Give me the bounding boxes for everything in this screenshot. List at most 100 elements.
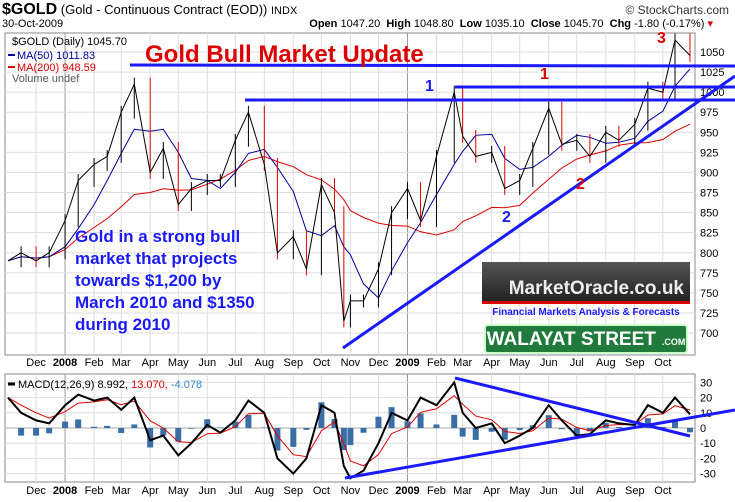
macd-histogram-bar	[375, 416, 382, 428]
macd-histogram-bar	[404, 421, 411, 428]
macd-histogram-bar	[433, 424, 440, 428]
macd-histogram-bar	[175, 428, 182, 442]
macd-support-line	[344, 408, 735, 480]
x-tick-label: Oct	[313, 357, 330, 369]
macd-histogram-bar	[118, 428, 125, 434]
macd-histogram-bar	[232, 421, 239, 428]
macd-histogram-bar	[318, 402, 325, 428]
macd-y-tick-label: -20	[700, 453, 716, 465]
x-tick-label: Oct	[654, 357, 671, 369]
macd-histogram-bar	[659, 426, 666, 428]
x-tick-label: Sep	[625, 357, 645, 369]
y-tick-label: 725	[700, 308, 718, 320]
macd-histogram-bar	[91, 426, 98, 428]
price-line	[7, 38, 691, 322]
x-tick-label: Dec	[369, 357, 389, 369]
x-tick-label: Jul	[228, 485, 242, 497]
macd-histogram-bar	[340, 428, 347, 451]
annotation-note: Gold in a strong bull market that projec…	[75, 227, 255, 334]
macd-signal-line	[7, 394, 691, 467]
y-tick-label: 700	[700, 328, 718, 340]
x-tick-label: Jul	[570, 357, 584, 369]
x-tick-label: Jun	[540, 485, 558, 497]
x-tick-label: Apr	[483, 485, 500, 497]
macd-y-tick-label: 30	[700, 377, 712, 389]
resistance-line-1	[129, 63, 735, 68]
x-tick-label: Apr	[483, 357, 500, 369]
x-tick-label: Aug	[255, 357, 275, 369]
macd-histogram-bar	[501, 428, 508, 440]
macd-histogram-bar	[558, 428, 565, 430]
macd-histogram-bar	[672, 419, 679, 428]
y-tick-label: 775	[700, 268, 718, 280]
y-tick-label: 875	[700, 188, 718, 200]
macd-histogram-bar	[104, 425, 111, 428]
macd-histogram-bar	[46, 428, 53, 434]
x-tick-label: Nov	[341, 485, 361, 497]
x-tick-label: Apr	[142, 485, 159, 497]
macd-histogram-bar	[303, 428, 310, 430]
macd-histogram-bar	[347, 428, 354, 446]
x-tick-label: Jul	[228, 357, 242, 369]
exchange: INDX	[271, 5, 298, 17]
x-tick-label: Aug	[596, 485, 616, 497]
date-label: 30-Oct-2009	[2, 18, 64, 30]
ma50-line	[7, 68, 691, 299]
macd-histogram-bar	[417, 413, 424, 428]
macd-histogram-bar	[217, 427, 224, 428]
copyright: © StockCharts.com	[625, 3, 729, 17]
y-tick-label: 825	[700, 228, 718, 240]
x-tick-label: Dec	[26, 357, 46, 369]
x-tick-label: Feb	[85, 357, 104, 369]
legend-ma200: MA(200) 948.59	[17, 62, 96, 74]
y-tick-label: 900	[700, 167, 718, 179]
macd-histogram-bar	[360, 428, 367, 433]
macd-histogram-bar	[33, 428, 40, 436]
macd-y-tick-label: -10	[700, 438, 716, 450]
y-tick-label: 750	[700, 288, 718, 300]
x-tick-label: May	[509, 485, 530, 497]
wave-1-red: 1	[540, 66, 549, 83]
x-tick-label: Jun	[198, 485, 216, 497]
x-tick-label: Feb	[85, 485, 104, 497]
macd-histogram-bar	[545, 415, 552, 428]
macd-y-tick-label: -30	[700, 469, 716, 481]
macd-histogram-bar	[204, 419, 211, 428]
x-tick-label: Aug	[255, 485, 275, 497]
macd-histogram-bar	[18, 428, 25, 436]
macd-histogram-bar	[274, 428, 281, 451]
legend-ma50: MA(50) 1011.83	[17, 50, 95, 62]
macd-histogram-bar	[290, 428, 297, 447]
macd-resistance-line	[454, 376, 691, 438]
x-tick-label: May	[168, 485, 189, 497]
macd-histogram-bar	[245, 414, 252, 428]
y-tick-label: 950	[700, 127, 718, 139]
x-tick-label: Dec	[369, 485, 389, 497]
x-tick-label: Feb	[427, 357, 446, 369]
macd-histogram-bar	[75, 419, 82, 428]
wave-1-blue: 1	[425, 78, 434, 95]
x-tick-label: 2009	[395, 357, 419, 369]
x-tick-label: Mar	[453, 357, 472, 369]
symbol: $GOLD	[2, 1, 58, 18]
x-tick-label: Mar	[112, 357, 131, 369]
x-tick-label: Feb	[427, 485, 446, 497]
macd-histogram-bar	[451, 414, 458, 428]
ohlc-readout: Open 1047.20 High 1048.80 Low 1035.10 Cl…	[309, 18, 713, 30]
x-tick-label: 2008	[53, 357, 77, 369]
y-tick-label: 850	[700, 208, 718, 220]
macd-histogram-bar	[615, 426, 622, 428]
x-tick-label: 2009	[395, 485, 419, 497]
x-tick-label: Sep	[625, 485, 645, 497]
wave-2-blue: 2	[502, 209, 511, 226]
macd-line	[7, 380, 691, 480]
macd-histogram-bar	[516, 428, 523, 431]
macd-histogram-bar	[188, 428, 195, 429]
x-tick-label: 2008	[53, 485, 77, 497]
macd-histogram-bar	[459, 428, 466, 437]
wave-2-red: 2	[576, 176, 585, 193]
chart-header: $GOLD (Gold - Continuous Contract (EOD))…	[2, 1, 297, 19]
x-tick-label: Sep	[284, 357, 304, 369]
uptrend-line	[342, 74, 735, 350]
